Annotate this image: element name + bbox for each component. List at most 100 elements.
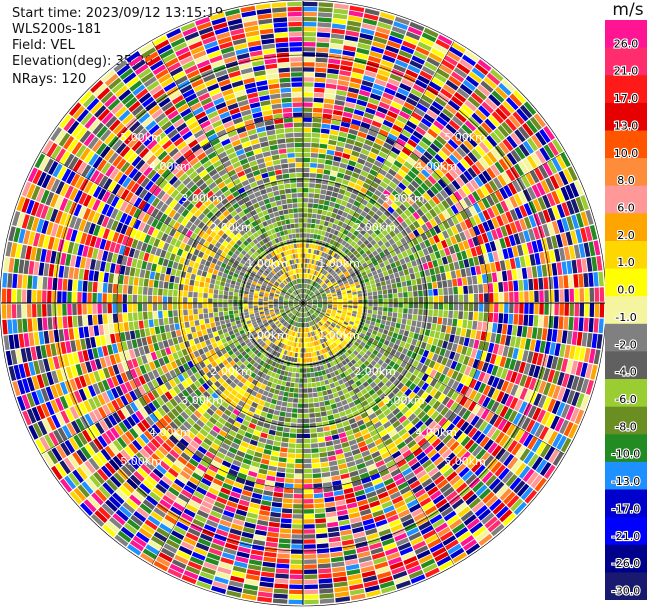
velocity-gate [546, 236, 554, 250]
velocity-gate [441, 506, 454, 518]
velocity-gate [322, 295, 327, 298]
velocity-gate [431, 171, 441, 182]
velocity-gate [218, 362, 225, 369]
velocity-gate [210, 384, 218, 392]
velocity-gate [216, 396, 224, 405]
velocity-gate [337, 458, 346, 465]
velocity-gate [135, 410, 145, 421]
velocity-gate [138, 527, 153, 539]
velocity-gate [329, 175, 337, 182]
velocity-gate [318, 396, 324, 402]
velocity-gate [312, 299, 317, 301]
velocity-gate [554, 303, 559, 316]
velocity-gate [270, 336, 275, 342]
velocity-gate [482, 396, 491, 408]
velocity-gate [373, 556, 387, 565]
velocity-gate [410, 574, 426, 584]
velocity-gate [88, 441, 100, 454]
velocity-gate [453, 286, 458, 295]
velocity-gate [243, 583, 259, 591]
velocity-gate [113, 472, 125, 484]
velocity-gate [296, 306, 300, 311]
velocity-gate [333, 359, 338, 365]
velocity-gate [236, 374, 243, 381]
velocity-gate [323, 491, 334, 498]
velocity-gate [311, 137, 320, 143]
velocity-gate [207, 395, 216, 404]
velocity-gate [383, 421, 392, 429]
velocity-gate [288, 594, 303, 600]
velocity-gate [387, 392, 395, 400]
velocity-gate [385, 400, 394, 408]
velocity-gate [355, 219, 362, 226]
velocity-gate [264, 331, 270, 337]
velocity-gate [308, 291, 312, 296]
velocity-gate [484, 293, 489, 303]
velocity-gate [249, 365, 256, 372]
velocity-gate [407, 26, 423, 36]
velocity-gate [471, 164, 481, 176]
velocity-gate [131, 413, 141, 424]
velocity-gate [418, 520, 431, 531]
velocity-gate [260, 334, 266, 340]
velocity-gate [303, 333, 305, 338]
velocity-gate [579, 347, 586, 362]
velocity-gate [315, 292, 320, 296]
velocity-gate [106, 377, 115, 389]
velocity-gate [336, 312, 342, 316]
velocity-gate [285, 329, 290, 334]
velocity-gate [468, 303, 474, 312]
velocity-gate [255, 317, 261, 321]
velocity-gate [537, 395, 547, 409]
velocity-gate [286, 458, 295, 464]
velocity-gate [224, 542, 238, 551]
velocity-gate [325, 335, 330, 341]
velocity-gate [555, 154, 567, 170]
velocity-gate [298, 343, 301, 348]
velocity-gate [489, 353, 497, 365]
velocity-gate [486, 72, 501, 86]
velocity-gate [282, 339, 287, 344]
velocity-gate [321, 179, 329, 185]
velocity-gate [202, 374, 210, 382]
velocity-gate [505, 369, 513, 382]
velocity-gate [270, 507, 282, 513]
velocity-gate [418, 303, 423, 309]
velocity-gate [316, 284, 321, 289]
velocity-gate [304, 294, 307, 299]
velocity-gate [514, 303, 519, 314]
velocity-gate [236, 450, 246, 458]
velocity-gate [270, 355, 276, 361]
velocity-gate [328, 345, 333, 351]
velocity-gate [258, 437, 267, 444]
velocity-gate [407, 357, 415, 366]
velocity-gate [331, 292, 337, 296]
velocity-gate [185, 377, 194, 386]
velocity-gate [362, 75, 375, 83]
velocity-gate [318, 442, 326, 448]
velocity-gate [527, 453, 539, 468]
velocity-gate [64, 475, 77, 490]
start-time-label: Start time: 2023/09/12 13:15:19 [12, 6, 224, 21]
velocity-gate [357, 344, 364, 350]
velocity-gate [295, 373, 300, 378]
velocity-gate [282, 376, 288, 381]
velocity-gate [551, 190, 561, 205]
velocity-gate [322, 317, 327, 322]
velocity-gate [212, 353, 219, 361]
velocity-gate [309, 274, 312, 279]
velocity-gate [369, 353, 376, 360]
velocity-gate [352, 250, 359, 256]
velocity-gate [426, 109, 438, 120]
velocity-gate [453, 243, 460, 253]
velocity-gate [181, 348, 188, 356]
velocity-gate [329, 541, 342, 548]
velocity-gate [554, 417, 565, 432]
velocity-gate [432, 400, 441, 410]
velocity-gate [314, 229, 319, 234]
velocity-gate [475, 160, 486, 173]
velocity-gate [299, 307, 302, 312]
velocity-gate [486, 231, 494, 242]
velocity-gate [444, 264, 450, 273]
velocity-gate [309, 291, 313, 296]
